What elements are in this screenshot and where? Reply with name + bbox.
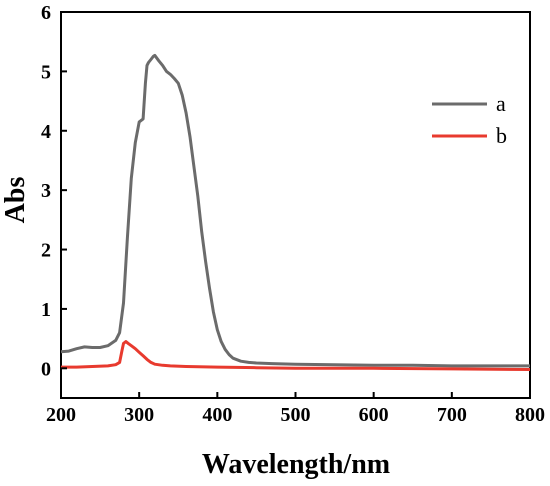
y-tick-label: 0 [41, 358, 51, 380]
ticks-layer: 200 300 400 500 600 700 800 0 1 2 3 4 5 6 [41, 2, 545, 426]
series-line-b [61, 340, 531, 371]
x-tick-label: 800 [515, 404, 545, 426]
x-tick-label: 200 [46, 404, 76, 426]
y-tick-label: 2 [41, 240, 51, 262]
series-layer [60, 53, 531, 371]
x-tick-label: 600 [359, 404, 389, 426]
legend-label-a: a [496, 91, 506, 116]
y-tick-label: 5 [41, 61, 51, 83]
x-tick-label: 700 [437, 404, 467, 426]
series-line-a [60, 53, 530, 368]
y-tick-label: 4 [41, 121, 51, 143]
plot-frame [60, 11, 531, 399]
y-tick-label: 3 [41, 180, 51, 202]
plot-border [60, 11, 531, 399]
y-axis-title: Abs [0, 177, 31, 224]
legend-label-b: b [496, 123, 507, 148]
y-tick-label: 6 [41, 2, 51, 24]
x-tick-label: 400 [202, 404, 232, 426]
x-tick-label: 500 [281, 404, 311, 426]
x-axis-title: Wavelength/nm [202, 449, 390, 480]
y-tick-label: 1 [41, 299, 51, 321]
legend: ab [432, 91, 507, 148]
x-tick-label: 300 [124, 404, 154, 426]
